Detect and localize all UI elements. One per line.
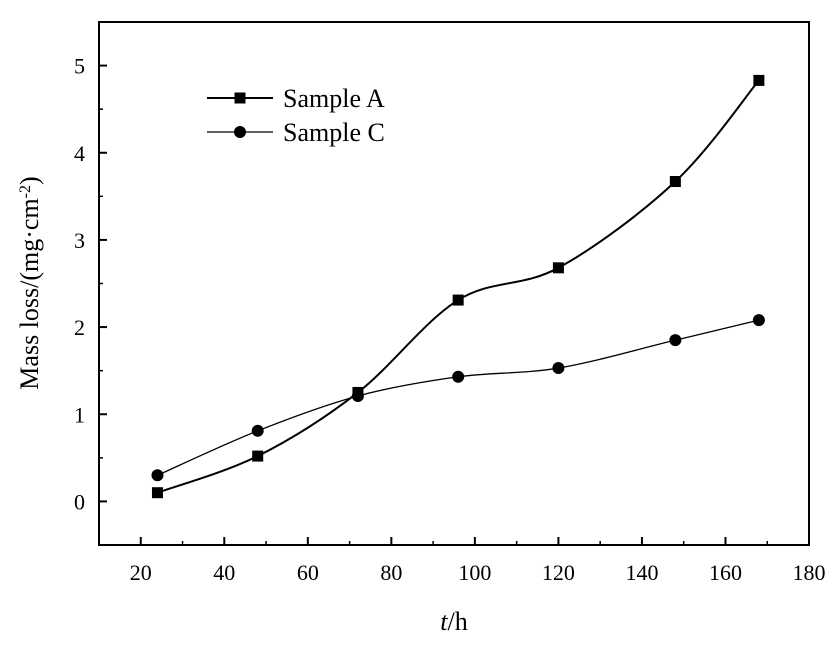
data-point — [669, 334, 682, 347]
legend-marker — [234, 92, 246, 104]
x-tick-label: 160 — [709, 560, 742, 585]
plot-frame — [98, 21, 810, 546]
data-point — [753, 74, 765, 86]
data-point — [151, 469, 164, 482]
series-circle — [151, 314, 765, 482]
y-tick-label: 4 — [74, 141, 85, 166]
y-tick-label: 5 — [74, 54, 85, 79]
y-tick-label: 0 — [74, 489, 85, 514]
x-tick-label: 180 — [793, 560, 826, 585]
series-square — [151, 74, 765, 499]
x-tick-label: 20 — [130, 560, 152, 585]
data-point — [452, 294, 464, 306]
x-tick-label: 40 — [213, 560, 235, 585]
y-tick-label: 3 — [74, 228, 85, 253]
series-layer — [151, 74, 765, 499]
legend-label: Sample A — [283, 84, 385, 113]
series-line — [157, 79, 760, 494]
y-axis-title: Mass loss/(mg·cm-2) — [15, 176, 44, 389]
data-point — [552, 262, 564, 274]
legend: Sample A Sample C — [207, 84, 385, 147]
data-point — [752, 314, 765, 327]
x-tick-label: 120 — [542, 560, 575, 585]
legend-label: Sample C — [283, 118, 385, 147]
x-tick-label: 140 — [625, 560, 658, 585]
data-point — [151, 487, 163, 499]
data-point — [251, 424, 264, 437]
x-axis-ticks: 20 40 60 80 100 120 140 160 180 — [130, 537, 826, 585]
x-tick-label: 80 — [380, 560, 402, 585]
x-tick-label: 60 — [297, 560, 319, 585]
data-point — [452, 370, 465, 383]
data-point — [252, 450, 264, 462]
y-tick-label: 1 — [74, 402, 85, 427]
legend-marker — [234, 126, 246, 138]
x-axis-title: t/h — [440, 607, 467, 636]
data-point — [669, 176, 681, 188]
data-point — [351, 389, 364, 402]
y-tick-label: 2 — [74, 315, 85, 340]
series-line — [157, 319, 760, 476]
x-tick-label: 100 — [458, 560, 491, 585]
y-axis-ticks: 0 1 2 3 4 5 — [74, 21, 107, 546]
data-point — [552, 362, 565, 375]
